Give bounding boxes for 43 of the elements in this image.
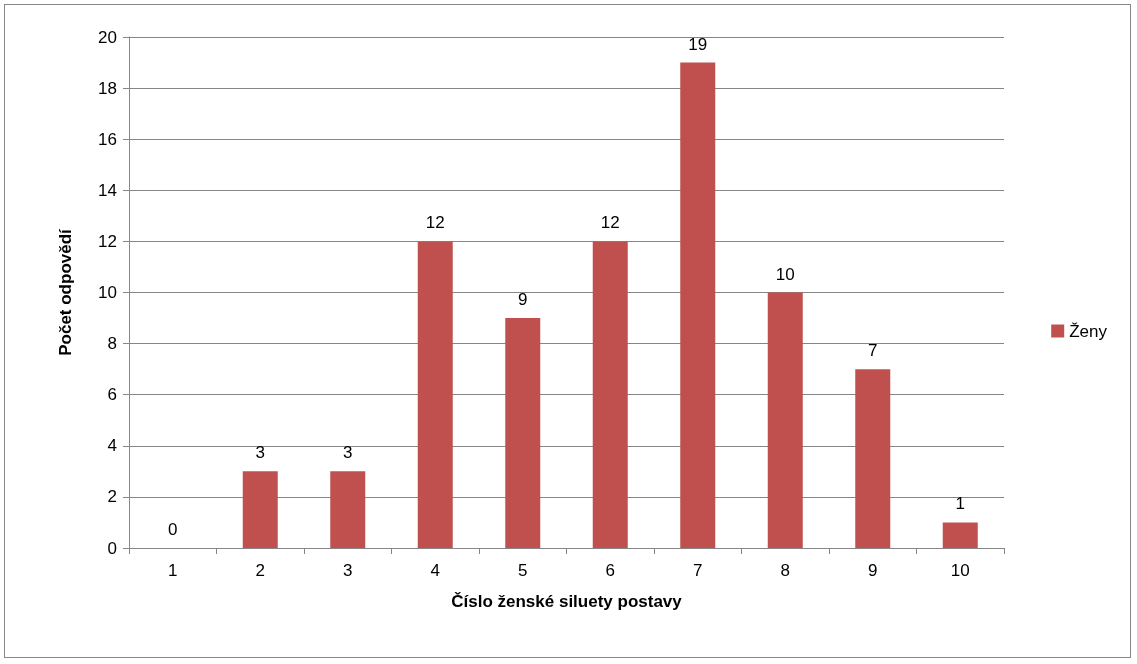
bar	[680, 62, 716, 548]
x-tick-label: 1	[168, 561, 178, 580]
x-tick-label: 4	[430, 561, 440, 580]
x-tick-label: 7	[693, 561, 703, 580]
y-tick-label: 8	[107, 334, 117, 354]
bar	[417, 241, 453, 548]
x-axis-title: Číslo ženské siluety postavy	[451, 592, 683, 611]
y-tick-label: 6	[107, 385, 117, 405]
x-tick-label: 3	[343, 561, 353, 580]
x-tick-label: 8	[780, 561, 790, 580]
bar	[592, 241, 628, 548]
y-tick-label: 12	[98, 231, 117, 251]
data-label: 10	[775, 264, 795, 284]
data-label: 1	[955, 494, 965, 514]
data-label: 19	[688, 34, 708, 54]
data-label: 0	[168, 520, 178, 539]
bar	[330, 471, 366, 548]
data-label: 3	[255, 443, 265, 463]
y-axis-title: Počet odpovědí	[56, 227, 75, 356]
bar	[855, 369, 891, 548]
x-tick-label: 2	[255, 561, 265, 580]
y-tick-label: 14	[98, 180, 117, 200]
y-tick-label: 10	[98, 283, 117, 302]
x-tick-label: 5	[518, 561, 528, 580]
x-tick-label: 10	[950, 561, 970, 580]
bar	[767, 292, 803, 548]
y-tick-label: 4	[107, 436, 117, 456]
y-tick-label: 20	[98, 27, 117, 47]
data-label: 9	[518, 290, 528, 310]
bar	[242, 471, 278, 548]
data-label: 7	[868, 341, 878, 361]
y-tick-label: 16	[98, 129, 117, 149]
y-tick-label: 0	[107, 538, 117, 558]
data-label: 12	[425, 213, 445, 233]
y-tick-label: 18	[98, 78, 117, 98]
y-tick-label: 2	[107, 487, 117, 507]
data-label: 3	[343, 443, 353, 463]
x-tick-label: 9	[868, 561, 878, 580]
legend-label: Ženy	[1069, 321, 1108, 341]
x-tick-label: 6	[605, 561, 615, 580]
bar	[505, 318, 541, 548]
bar	[942, 522, 978, 548]
data-label: 12	[600, 213, 620, 233]
